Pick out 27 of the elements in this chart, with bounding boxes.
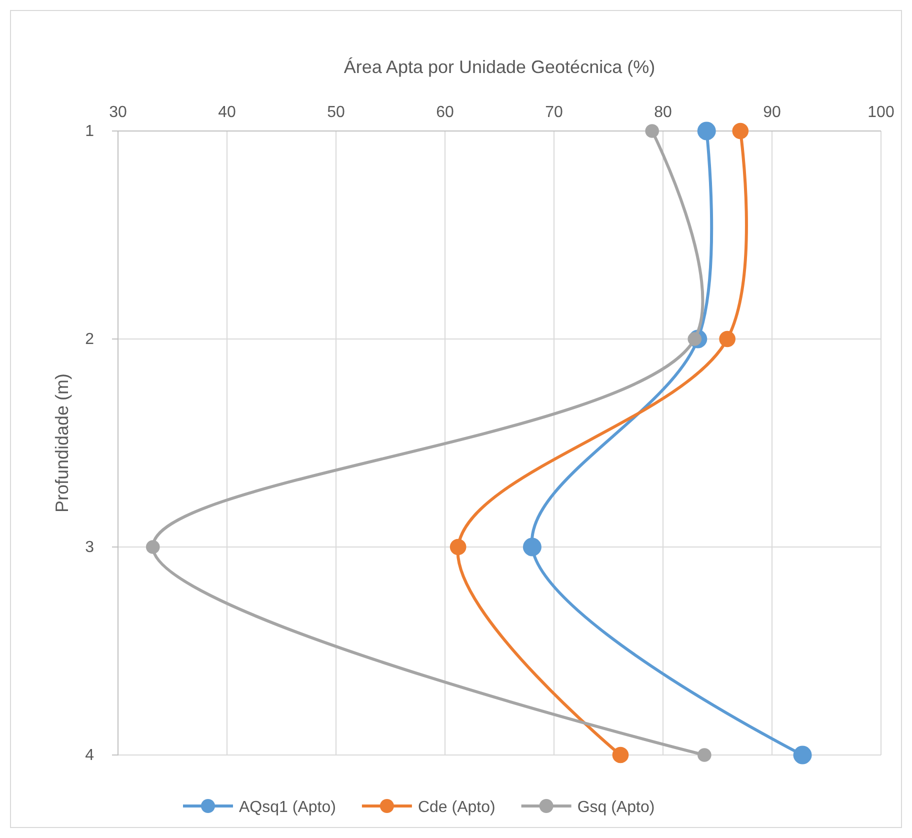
x-tick-label: 70 [545,104,563,121]
y-tick-label: 3 [85,539,94,556]
x-tick-label: 60 [436,104,454,121]
legend-label: Cde (Apto) [418,799,496,816]
point [645,124,660,138]
x-axis-title: Área Apta por Unidade Geotécnica (%) [344,57,656,77]
x-tick-label: 30 [109,104,127,121]
legend-label: AQsq1 (Apto) [239,799,336,816]
x-tick-label: 100 [868,104,894,121]
point [719,330,736,348]
legend-label: Gsq (Apto) [577,799,655,816]
point [732,122,749,140]
point [793,746,812,764]
point [522,538,542,556]
x-tick-label: 40 [218,104,236,121]
x-tick-label: 80 [654,104,672,121]
point [697,122,716,140]
y-tick-label: 1 [85,123,94,140]
y-tick-label: 2 [85,331,94,348]
y-tick-label: 4 [85,747,94,764]
y-axis-title: Profundidade (m) [52,373,72,513]
point [612,746,629,764]
point [698,748,712,762]
x-tick-label: 90 [763,104,781,121]
point [146,540,160,554]
point [450,538,466,556]
x-tick-label: 50 [327,104,345,121]
